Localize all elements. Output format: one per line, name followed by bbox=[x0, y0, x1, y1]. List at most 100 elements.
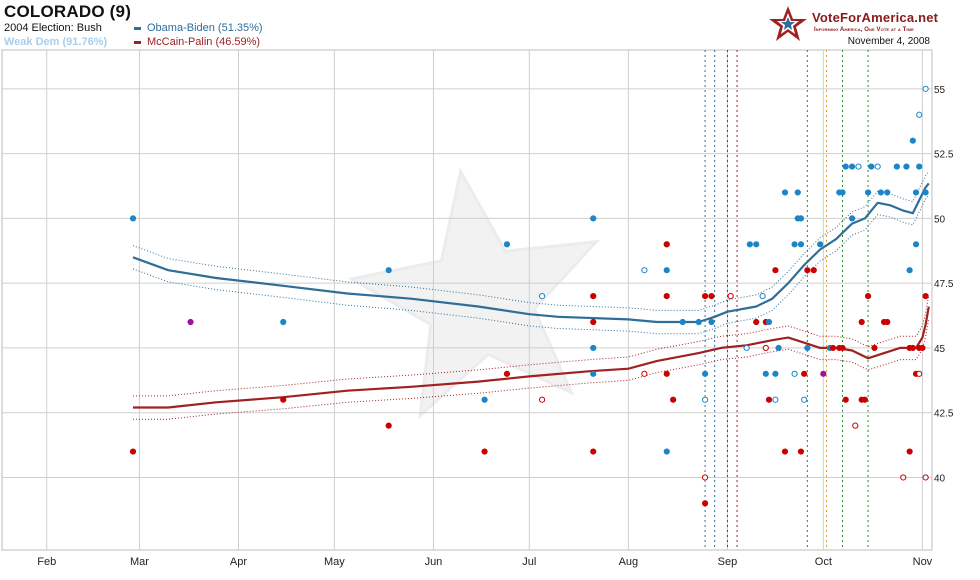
mccain-poll-point bbox=[864, 293, 872, 300]
logo-name[interactable]: VoteForAmerica.net bbox=[812, 10, 939, 25]
legend-mccain: McCain-Palin (46.59%) bbox=[134, 36, 260, 48]
obama-poll-point bbox=[797, 241, 805, 248]
obama-trend-line bbox=[132, 182, 930, 324]
obama-poll-point bbox=[797, 215, 805, 222]
mccain-poll-point bbox=[810, 267, 817, 274]
mccain-poll-point bbox=[772, 267, 779, 274]
obama-poll-point bbox=[759, 293, 766, 300]
obama-poll-point bbox=[663, 267, 670, 274]
mccain-poll-point bbox=[280, 396, 287, 403]
obama-poll-point bbox=[590, 215, 597, 222]
logo-tagline: Informing America, One Vote at a Time bbox=[814, 27, 914, 33]
obama-poll-point bbox=[903, 163, 910, 170]
obama-poll-point bbox=[912, 241, 920, 248]
obama-poll-point bbox=[791, 370, 798, 377]
obama-poll-point bbox=[922, 189, 929, 196]
obama-poll-point bbox=[129, 215, 137, 222]
obama-poll-point bbox=[775, 344, 782, 352]
obama-poll-point bbox=[679, 318, 686, 326]
mccain-poll-point bbox=[385, 422, 392, 429]
mccain-poll-point bbox=[129, 448, 137, 455]
legend-mccain-swatch bbox=[134, 40, 141, 44]
obama-poll-point bbox=[701, 396, 709, 403]
obama-poll-point bbox=[772, 370, 779, 377]
obama-poll-point bbox=[503, 241, 511, 248]
mccain-poll-point bbox=[801, 370, 808, 377]
obama-poll-point bbox=[708, 318, 715, 326]
obama-poll-point bbox=[884, 189, 891, 196]
chart-date: November 4, 2008 bbox=[847, 36, 930, 47]
x-tick-label: Mar bbox=[130, 556, 149, 568]
y-tick-label: 55 bbox=[934, 85, 946, 96]
mccain-poll-point bbox=[708, 293, 715, 300]
mccain-poll-point bbox=[590, 293, 597, 300]
obama-poll-point bbox=[906, 267, 913, 274]
obama-poll-point bbox=[839, 189, 846, 196]
legend-obama-swatch bbox=[134, 26, 141, 30]
mccain-poll-point bbox=[590, 448, 597, 455]
y-tick-label: 52.5 bbox=[934, 150, 954, 161]
obama-poll-point bbox=[817, 241, 824, 248]
obama-poll-point bbox=[849, 163, 856, 170]
obama-poll-point bbox=[695, 318, 702, 326]
mccain-poll-point bbox=[922, 474, 929, 481]
y-tick-label: 45 bbox=[934, 344, 946, 355]
state-lean: Weak Dem (91.76%) bbox=[4, 36, 108, 48]
obama-poll-point bbox=[791, 241, 798, 248]
obama-poll-point bbox=[912, 189, 920, 196]
mccain-poll-point bbox=[919, 344, 926, 352]
watermark-star-icon bbox=[347, 167, 600, 420]
mccain-poll-point bbox=[765, 396, 773, 403]
mccain-poll-point bbox=[829, 344, 837, 352]
obama-poll-point bbox=[909, 137, 916, 144]
obama-poll-point bbox=[701, 370, 709, 377]
obama-poll-point bbox=[804, 344, 811, 352]
y-tick-label: 40 bbox=[934, 473, 946, 484]
legend-obama: Obama-Biden (51.35%) bbox=[134, 22, 263, 34]
x-tick-label: Aug bbox=[619, 556, 639, 568]
obama-poll-point bbox=[916, 163, 923, 170]
x-tick-label: Jun bbox=[425, 556, 443, 568]
obama-poll-point bbox=[590, 344, 597, 352]
obama-poll-point bbox=[781, 189, 789, 196]
x-tick-label: Nov bbox=[913, 556, 933, 568]
mccain-poll-point bbox=[670, 396, 677, 403]
mccain-poll-point bbox=[839, 344, 846, 352]
mccain-poll-point bbox=[781, 448, 789, 455]
obama-poll-point bbox=[481, 396, 488, 403]
mccain-upper-band bbox=[133, 295, 930, 397]
tied-poll-point bbox=[820, 370, 827, 377]
obama-poll-point bbox=[746, 241, 753, 248]
obama-upper-band bbox=[132, 171, 930, 311]
obama-poll-point bbox=[743, 344, 750, 352]
mccain-poll-point bbox=[916, 370, 923, 377]
obama-poll-point bbox=[762, 370, 769, 377]
obama-poll-point bbox=[855, 163, 862, 170]
x-tick-label: Oct bbox=[815, 556, 832, 568]
logo-star-icon[interactable] bbox=[768, 4, 968, 46]
y-tick-label: 47.5 bbox=[934, 279, 954, 290]
mccain-poll-point bbox=[701, 500, 709, 507]
obama-poll-point bbox=[765, 318, 773, 326]
mccain-poll-point bbox=[842, 396, 849, 403]
legend-mccain-label: McCain-Palin (46.59%) bbox=[147, 36, 261, 48]
mccain-poll-point bbox=[906, 448, 913, 455]
mccain-poll-point bbox=[753, 318, 760, 326]
mccain-poll-point bbox=[861, 396, 868, 403]
mccain-poll-point bbox=[797, 448, 805, 455]
tied-poll-point bbox=[187, 318, 194, 326]
y-tick-label: 50 bbox=[934, 214, 946, 225]
obama-poll-point bbox=[893, 163, 900, 170]
mccain-poll-point bbox=[503, 370, 511, 377]
mccain-poll-point bbox=[481, 448, 488, 455]
mccain-poll-point bbox=[539, 396, 546, 403]
mccain-poll-point bbox=[590, 318, 597, 326]
y-tick-label: 42.5 bbox=[934, 409, 954, 420]
obama-poll-point bbox=[801, 396, 808, 403]
mccain-poll-point bbox=[762, 344, 769, 352]
obama-poll-point bbox=[663, 448, 670, 455]
mccain-poll-point bbox=[852, 422, 859, 429]
page-title: COLORADO (9) bbox=[4, 2, 132, 21]
obama-poll-point bbox=[772, 396, 779, 403]
